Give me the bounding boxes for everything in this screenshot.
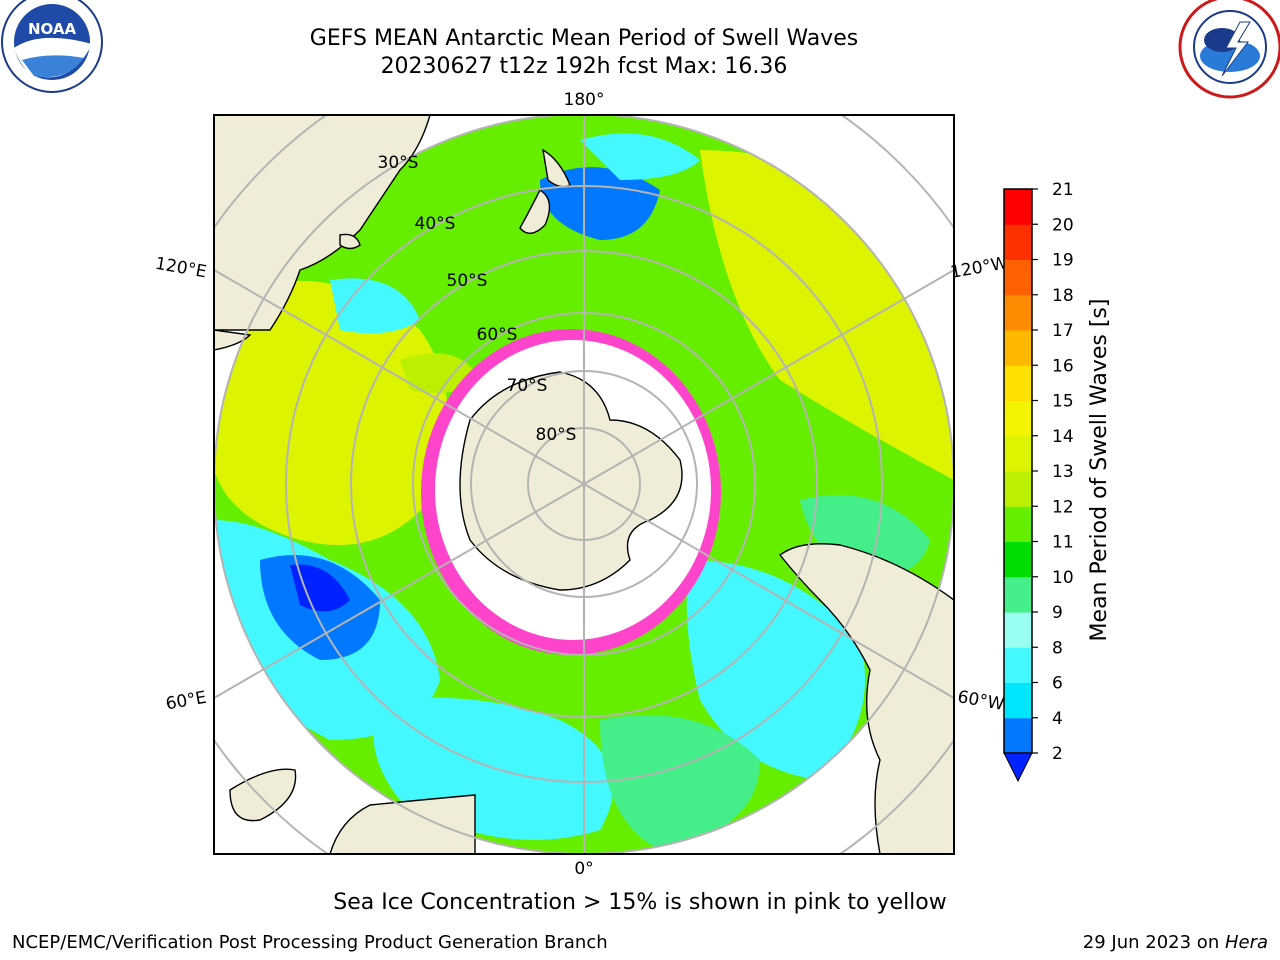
colorbar-tick-label: 14 [1052,427,1074,447]
footer-credit: NCEP/EMC/Verification Post Processing Pr… [12,932,608,953]
lon-label-120w: 120°W [949,253,1010,283]
colorbar-tick-label: 21 [1052,180,1074,200]
colorbar-tick-label: 2 [1052,744,1063,764]
colorbar-tick-label: 17 [1052,321,1074,341]
colorbar-title: Mean Period of Swell Waves [s] [1087,299,1112,642]
map-frame [213,114,955,855]
colorbar-bin [1004,576,1032,613]
colorbar-tick-label: 12 [1052,497,1074,517]
colorbar-tick-label: 9 [1052,603,1063,623]
colorbar-under-triangle [1003,752,1033,783]
lon-label-120e: 120°E [154,254,208,283]
lon-label-0: 0° [574,859,593,879]
colorbar-tick-label: 6 [1052,674,1063,694]
colorbar-bin [1004,189,1032,225]
noaa-logo: NOAA [1,0,103,93]
colorbar-tick-label: 18 [1052,286,1074,306]
colorbar-tick-label: 15 [1052,392,1074,412]
colorbar-bin [1004,400,1032,437]
colorbar-bin [1004,682,1032,719]
lon-label-180: 180° [564,90,605,110]
lat-label-50s: 50°S [447,271,488,291]
colorbar-bin [1004,259,1032,296]
colorbar-tick-label: 11 [1052,533,1074,553]
lon-label-60w: 60°W [956,687,1006,715]
colorbar-tick-label: 20 [1052,215,1074,235]
latitude-labels: 30°S 40°S 50°S 60°S 70°S 80°S [378,153,577,445]
colorbar-tick-label: 19 [1052,251,1074,271]
lat-label-30s: 30°S [378,153,419,173]
lat-label-70s: 70°S [507,376,548,396]
colorbar-bin [1004,717,1032,754]
chart-subtitle: 20230627 t12z 192h fcst Max: 16.36 [380,54,788,79]
colorbar-bin [1004,612,1032,648]
colorbar-bin [1004,224,1032,260]
sea-ice-caption: Sea Ice Concentration > 15% is shown in … [333,890,947,915]
graticule [214,115,954,854]
colorbar-tick-label: 4 [1052,709,1063,729]
colorbar-tick-label: 16 [1052,356,1074,376]
lat-label-80s: 80°S [536,425,577,445]
lat-label-40s: 40°S [415,214,456,234]
colorbar-tick-label: 13 [1052,462,1074,482]
colorbar-bin [1004,471,1032,507]
colorbar-tick-label: 8 [1052,638,1063,658]
nws-logo [1178,0,1280,99]
chart-title: GEFS MEAN Antarctic Mean Period of Swell… [309,26,859,51]
footer-host: Hera [1224,932,1268,953]
lon-label-60e: 60°E [164,688,208,715]
footer-date: 29 Jun 2023 on Hera [1083,932,1268,953]
colorbar-bin [1004,330,1032,366]
footer-date-text: 29 Jun 2023 on [1082,932,1225,953]
colorbar-bin [1004,647,1032,683]
colorbar: 2 4 6 8 9 10 11 12 13 14 15 16 17 18 19 20 21 [1003,180,1074,783]
noaa-logo-text: NOAA [28,20,77,38]
lat-label-60s: 60°S [477,325,518,345]
colorbar-bin [1004,506,1032,542]
colorbar-bin [1004,541,1032,578]
colorbar-bin [1004,435,1032,472]
colorbar-bin [1004,365,1032,401]
colorbar-bin [1004,294,1032,331]
colorbar-tick-label: 10 [1052,568,1074,588]
